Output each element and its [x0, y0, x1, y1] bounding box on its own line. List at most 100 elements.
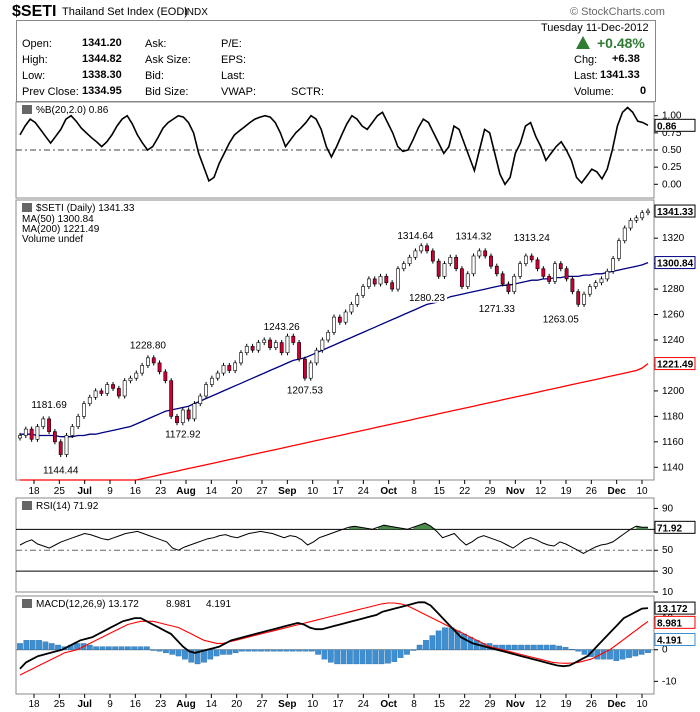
- candle-body: [70, 426, 75, 436]
- price-xlabel: 27: [256, 486, 268, 497]
- candle-body: [151, 357, 156, 364]
- macd-xlabel: Oct: [380, 699, 397, 710]
- percentb-ytick-label: 0.75: [662, 128, 682, 139]
- macd-xlabel: 22: [459, 699, 471, 710]
- annotation-bg: [407, 291, 448, 303]
- price-xlabel: 10: [307, 486, 319, 497]
- annotation: 1243.26: [264, 322, 301, 333]
- macd-xlabel: 10: [307, 699, 319, 710]
- macd-hist-bar: [277, 649, 283, 652]
- candle-body: [401, 263, 406, 270]
- candle-body: [52, 431, 57, 443]
- index-name: Thailand Set Index (EOD): [62, 6, 188, 18]
- chg-value: +6.38: [612, 53, 640, 65]
- candle-body: [35, 426, 40, 440]
- candle-body: [221, 365, 226, 374]
- macd-hist-bar: [327, 649, 334, 663]
- annotation: 1144.44: [43, 466, 79, 477]
- volume-value: 0: [640, 85, 647, 97]
- price-xlabel: 22: [459, 486, 471, 497]
- macd-hist-bar: [182, 649, 188, 660]
- annotation-bg: [127, 339, 168, 351]
- candle-body: [407, 256, 412, 264]
- macd-hist-bar: [423, 640, 429, 650]
- macd-hist-bar: [397, 649, 404, 658]
- candle-body: [47, 418, 51, 432]
- price-xlabel: 29: [484, 486, 496, 497]
- annotation: 1313.24: [514, 233, 551, 244]
- macd-hist-bar: [537, 644, 544, 650]
- macd-hist-bar: [239, 649, 245, 652]
- candle-body: [146, 357, 150, 366]
- candle-body: [512, 276, 517, 292]
- candle-body: [87, 396, 92, 404]
- candle-body: [76, 416, 81, 427]
- macd-hist-bar: [251, 649, 258, 652]
- candle-body: [297, 342, 302, 360]
- candle-body: [553, 263, 557, 282]
- candle-body: [535, 259, 540, 270]
- macd-hist-bar: [270, 649, 277, 652]
- candle-body: [349, 304, 354, 313]
- asksize-label: Ask Size:: [145, 54, 191, 66]
- price-xlabel: Jul: [77, 486, 92, 497]
- candle-body: [279, 342, 284, 354]
- chg-label: Chg:: [574, 54, 598, 66]
- candle-body: [587, 286, 592, 295]
- macd-hist-bar: [581, 649, 588, 655]
- macd-hist-bar: [404, 649, 410, 655]
- macd-xlabel: Nov: [506, 699, 525, 710]
- macd-hist-bar: [232, 649, 239, 654]
- open-label: Open:: [22, 38, 52, 50]
- last-value: 1341.33: [600, 69, 640, 81]
- rsi-ytick-label: 10: [662, 587, 674, 598]
- macd-hist-bar: [264, 649, 271, 652]
- macd-xlabel: 19: [560, 699, 572, 710]
- macd-hist-bar: [638, 649, 645, 655]
- legend-volume: Volume undef: [22, 234, 83, 245]
- candle-body: [506, 283, 511, 292]
- candle-body: [93, 390, 98, 398]
- candle-body: [140, 365, 145, 374]
- candle-body: [378, 276, 383, 285]
- macd-hist-bar: [315, 649, 321, 655]
- candle-body: [471, 255, 476, 275]
- price-xlabel: Dec: [607, 486, 626, 497]
- macd-hist-bar: [17, 643, 23, 650]
- macd-hist-bar: [613, 649, 620, 661]
- rsi-overbought-fill: [348, 523, 648, 530]
- candle-body: [500, 273, 505, 285]
- annotation-bg: [284, 384, 325, 396]
- annotation: 1314.32: [455, 231, 492, 242]
- annotation-bg: [476, 303, 517, 315]
- candle-body: [640, 212, 645, 219]
- macd-hist-bar: [385, 649, 391, 664]
- price-ytick-label: 1200: [662, 386, 685, 397]
- candle-body: [157, 362, 162, 373]
- macd-hist-bar: [289, 649, 296, 652]
- macd-hist-bar: [137, 646, 144, 650]
- price-ytick-label: 1240: [662, 335, 685, 346]
- ma50-last-label: 1300.84: [657, 259, 694, 270]
- price-ytick-label: 1320: [662, 233, 685, 244]
- ma200-last-label: 1221.49: [657, 360, 694, 371]
- macd-hist-bar: [562, 647, 569, 650]
- price-xlabel: 8: [411, 486, 417, 497]
- macd-last-label: 13.172: [657, 604, 688, 615]
- percentb-ytick-label: 0.00: [662, 179, 682, 190]
- legend-ma200: MA(200) 1221.49: [22, 224, 100, 235]
- macd-hist-bar: [213, 649, 220, 657]
- candle-body: [233, 362, 238, 371]
- macd-xlabel: 25: [54, 699, 66, 710]
- macd-xlabel: Dec: [607, 699, 626, 710]
- annotation: 1181.69: [31, 400, 67, 411]
- candle-body: [227, 365, 232, 371]
- candle-body: [23, 428, 28, 436]
- macd-hist-bar: [169, 649, 176, 655]
- candle-body: [262, 339, 267, 343]
- macd-hist-bar: [131, 646, 138, 650]
- candle-body: [541, 268, 546, 277]
- candle-body: [483, 250, 488, 257]
- candle-body: [634, 217, 639, 221]
